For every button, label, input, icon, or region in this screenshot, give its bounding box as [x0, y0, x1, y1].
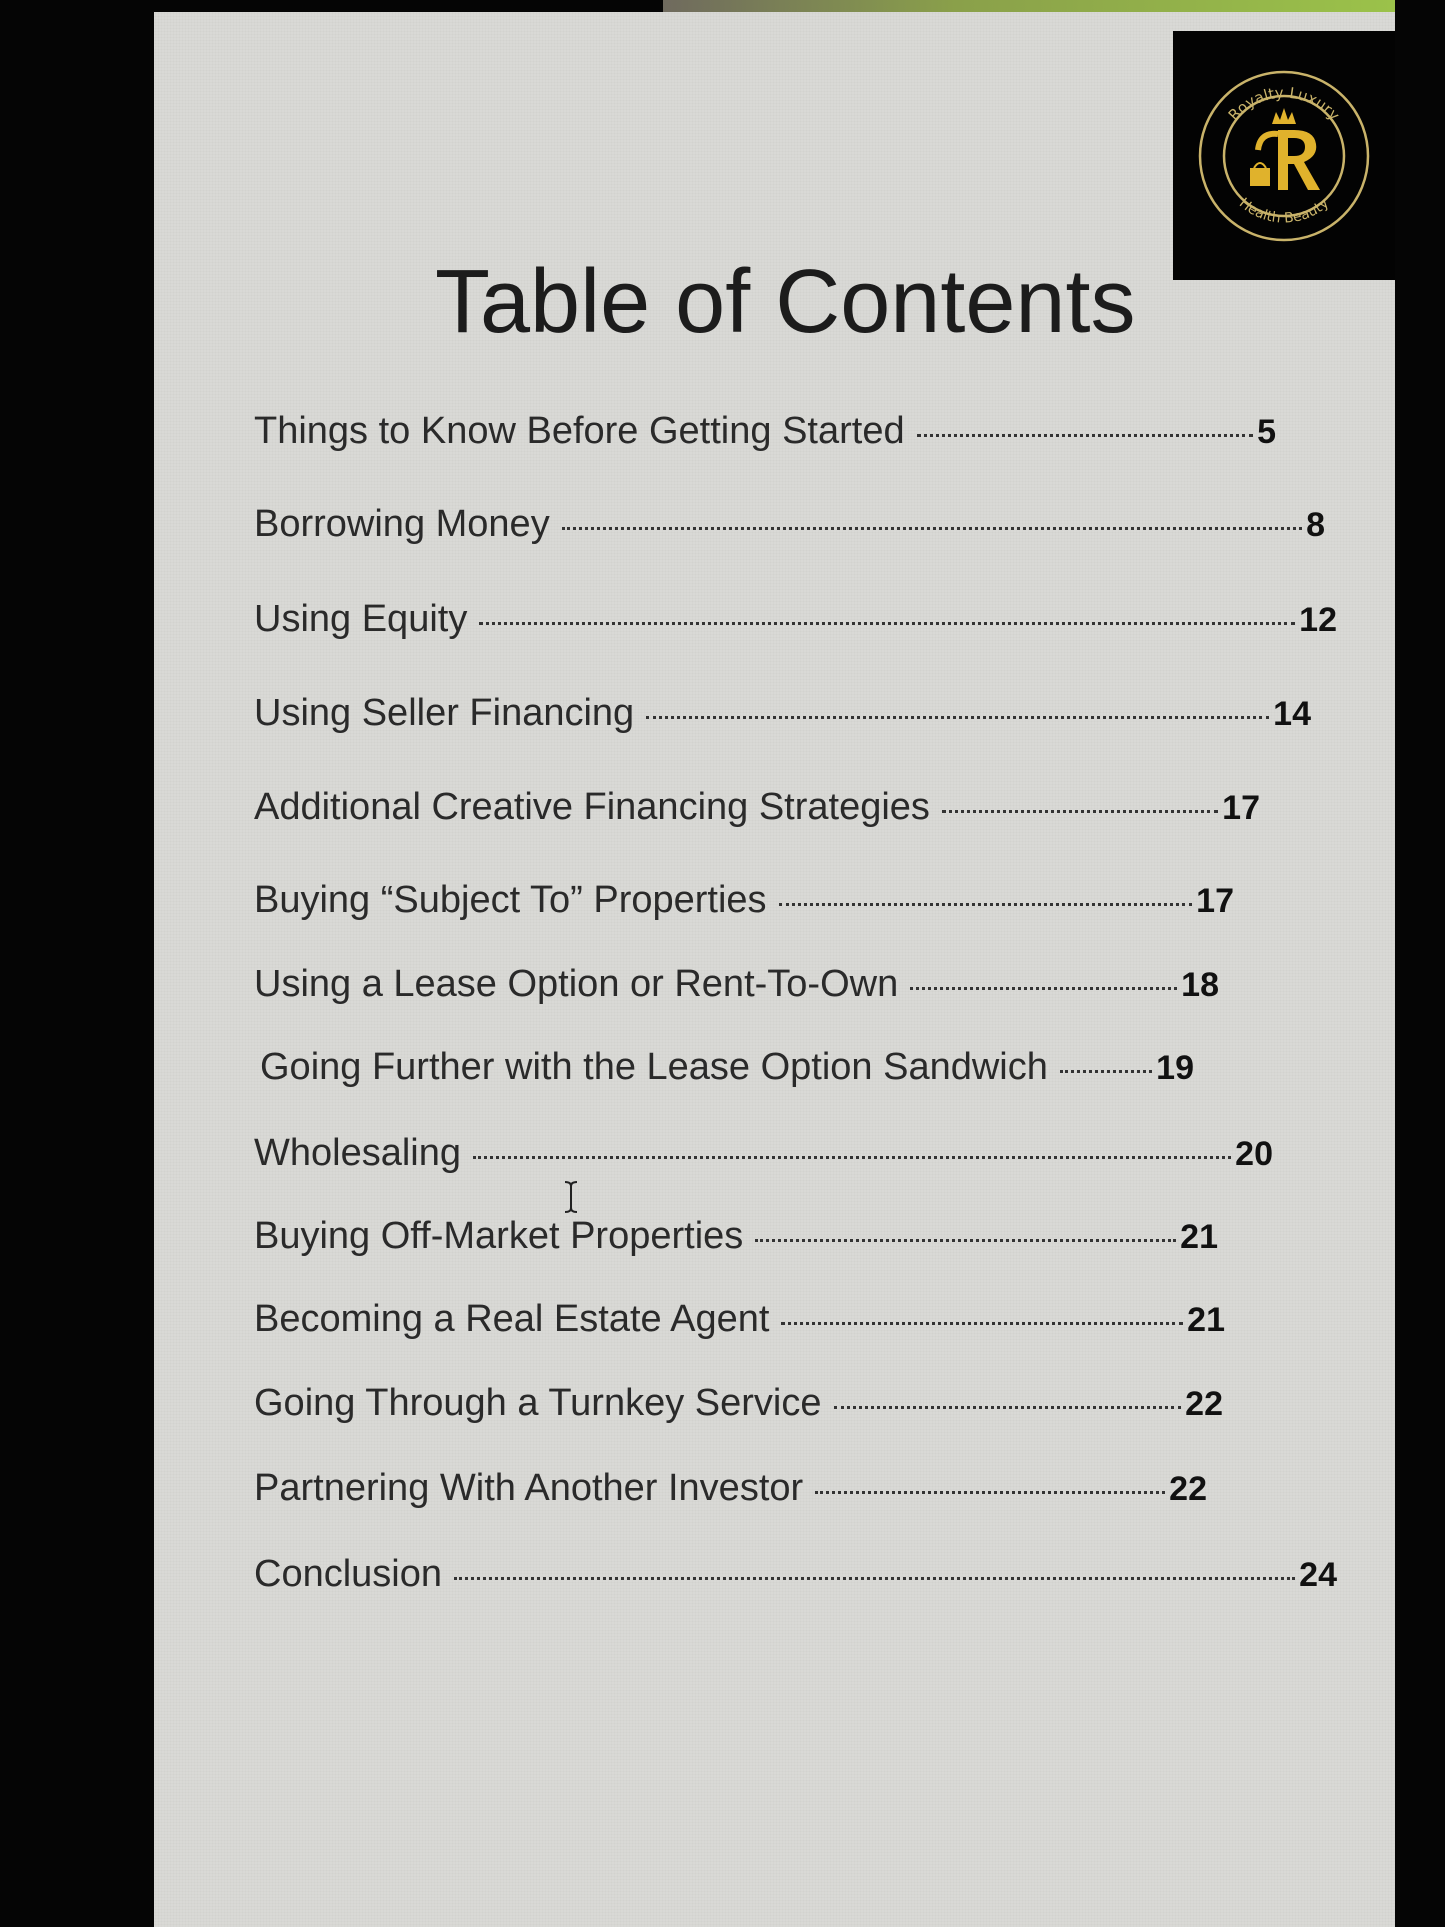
dot-leader: [941, 810, 1219, 813]
royalty-luxury-logo-icon: Royalty Luxury Health Beauty: [1198, 70, 1370, 241]
toc-page-number: 17: [1196, 882, 1234, 920]
toc-page-number: 12: [1299, 601, 1337, 639]
toc-label: Wholesaling: [254, 1132, 461, 1174]
toc-entry[interactable]: Becoming a Real Estate Agent 21: [254, 1296, 1225, 1343]
toc-entry[interactable]: Using a Lease Option or Rent-To-Own 18: [254, 961, 1219, 1008]
toc-entry[interactable]: Buying “Subject To” Properties 17: [254, 877, 1234, 924]
toc-label: Buying “Subject To” Properties: [254, 879, 767, 921]
toc-label: Going Further with the Lease Option Sand…: [260, 1046, 1048, 1088]
dot-leader: [778, 903, 1193, 906]
toc-entry[interactable]: Things to Know Before Getting Started 5: [254, 408, 1276, 455]
toc-label: Borrowing Money: [254, 503, 550, 545]
toc-label: Using Seller Financing: [254, 692, 635, 734]
dot-leader: [910, 987, 1178, 990]
toc-label: Using a Lease Option or Rent-To-Own: [254, 963, 899, 1005]
svg-text:Health Beauty: Health Beauty: [1236, 195, 1332, 226]
dot-leader: [815, 1491, 1166, 1494]
toc-page-number: 21: [1180, 1218, 1218, 1256]
toc-entry[interactable]: Using Equity 12: [254, 596, 1337, 643]
toc-page-number: 18: [1181, 966, 1219, 1004]
toc-entry[interactable]: Going Through a Turnkey Service 22: [254, 1380, 1223, 1427]
toc-page-number: 20: [1235, 1135, 1273, 1173]
toc-entry[interactable]: Wholesaling 20: [254, 1130, 1273, 1177]
toc-page-number: 14: [1273, 695, 1311, 733]
toc-label: Using Equity: [254, 598, 468, 640]
dot-leader: [755, 1239, 1177, 1242]
dot-leader: [454, 1577, 1296, 1580]
dot-leader: [479, 622, 1296, 625]
dot-leader: [561, 527, 1303, 530]
toc-entry[interactable]: Going Further with the Lease Option Sand…: [260, 1044, 1194, 1091]
toc-page-number: 8: [1306, 506, 1325, 544]
toc-page-number: 24: [1299, 1556, 1337, 1594]
dot-leader: [781, 1322, 1184, 1325]
page-title: Table of Contents: [435, 252, 1136, 352]
toc-page-number: 22: [1169, 1470, 1207, 1508]
toc-entry[interactable]: Buying Off-Market Properties 21: [254, 1213, 1218, 1260]
text-cursor-icon: [564, 1181, 578, 1213]
document-page: [154, 12, 1395, 1927]
dot-leader: [1059, 1070, 1153, 1073]
dot-leader: [916, 434, 1254, 437]
toc-page-number: 22: [1185, 1385, 1223, 1423]
toc-entry[interactable]: Conclusion 24: [254, 1551, 1337, 1598]
toc-page-number: 21: [1187, 1301, 1225, 1339]
toc-entry[interactable]: Partnering With Another Investor 22: [254, 1465, 1207, 1512]
toc-label: Conclusion: [254, 1553, 442, 1595]
toc-label: Things to Know Before Getting Started: [254, 410, 905, 452]
toc-label: Becoming a Real Estate Agent: [254, 1298, 770, 1340]
dot-leader: [833, 1406, 1182, 1409]
toc-page-number: 17: [1222, 789, 1260, 827]
toc-label: Going Through a Turnkey Service: [254, 1382, 822, 1424]
brand-logo: Royalty Luxury Health Beauty: [1173, 31, 1395, 280]
toc-label: Partnering With Another Investor: [254, 1467, 804, 1509]
toc-entry[interactable]: Additional Creative Financing Strategies…: [254, 784, 1260, 831]
toc-label: Additional Creative Financing Strategies: [254, 786, 930, 828]
toc-page-number: 5: [1257, 413, 1276, 451]
toc-entry[interactable]: Using Seller Financing 14: [254, 690, 1311, 737]
toc-page-number: 19: [1156, 1049, 1194, 1087]
dot-leader: [646, 716, 1270, 719]
toc-entry[interactable]: Borrowing Money 8: [254, 501, 1325, 548]
toc-label: Buying Off-Market Properties: [254, 1215, 744, 1257]
dot-leader: [473, 1156, 1232, 1159]
background-photo-strip: [663, 0, 1395, 12]
